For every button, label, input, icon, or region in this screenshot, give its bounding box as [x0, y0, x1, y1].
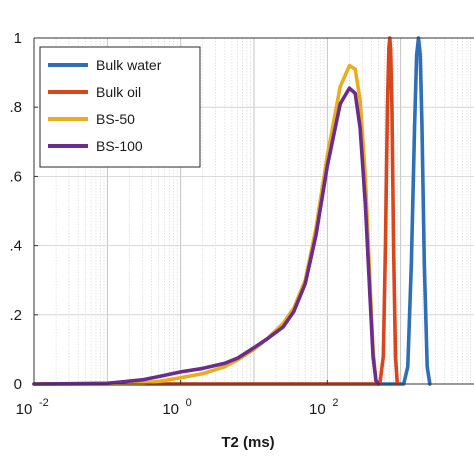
x-tick-exponent: 0 [186, 397, 192, 409]
y-tick-label: 1 [14, 30, 22, 47]
y-tick-label: 0 [14, 376, 22, 393]
x-tick-label: 10 [309, 401, 326, 418]
legend-label: BS-100 [96, 138, 143, 154]
legend: Bulk water Bulk oil BS-50 BS-100 [39, 46, 201, 168]
x-axis-title: T2 (ms) [221, 434, 274, 451]
y-tick-label: .4 [9, 238, 22, 255]
tick-labels: 0 .2 .4 .6 .8 1 10 -2 10 0 10 2 [9, 30, 338, 418]
series-lines [32, 36, 432, 386]
x-tick-label: 10 [162, 401, 179, 418]
series-line-bs-100 [32, 86, 381, 386]
legend-label: BS-50 [96, 111, 135, 127]
x-tick-exponent: -2 [39, 397, 49, 409]
y-tick-label: .2 [9, 307, 22, 324]
x-tick-label: 10 [16, 401, 33, 418]
y-tick-label: .6 [9, 168, 22, 185]
legend-label: Bulk water [96, 57, 162, 73]
series-line-bulk-oil [32, 36, 400, 386]
axes [33, 37, 474, 385]
series-line-bulk-water [32, 36, 432, 386]
legend-label: Bulk oil [96, 84, 141, 100]
y-tick-label: .8 [9, 99, 22, 116]
x-tick-exponent: 2 [332, 397, 338, 409]
